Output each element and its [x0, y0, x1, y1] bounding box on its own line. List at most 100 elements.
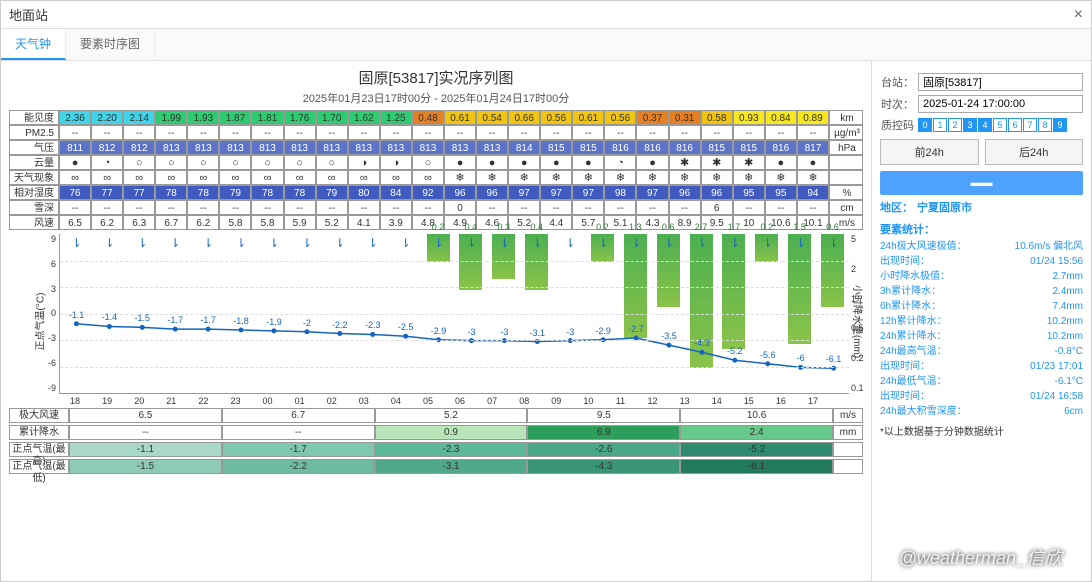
grid-cell: 78 — [155, 185, 187, 200]
grid-cell: ∞ — [187, 170, 219, 185]
grid-cell: ● — [765, 155, 797, 170]
next-24h-button[interactable]: 后24h — [985, 139, 1084, 165]
grid-cell: 815 — [572, 140, 604, 155]
grid-cell: ○ — [187, 155, 219, 170]
row-label: PM2.5 — [9, 125, 59, 140]
row-unit: % — [829, 185, 863, 200]
qc-4[interactable]: 4 — [978, 118, 992, 132]
grid-cell: 1.62 — [348, 110, 380, 125]
grid-cell: 815 — [701, 140, 733, 155]
x-tick: 09 — [540, 396, 572, 406]
grid-cell: -- — [797, 200, 829, 215]
grid-cell: 4.4 — [540, 215, 572, 230]
prev-24h-button[interactable]: 前24h — [880, 139, 979, 165]
stat-key: 24h最高气温： — [880, 344, 947, 359]
x-tick: 16 — [765, 396, 797, 406]
grid-cell: 1.99 — [155, 110, 187, 125]
x-tick: 21 — [155, 396, 187, 406]
stat-val: -0.8°C — [1055, 344, 1083, 359]
x-tick: 22 — [187, 396, 219, 406]
grid-cell: -- — [636, 200, 668, 215]
grid-cell: 97 — [540, 185, 572, 200]
grid-cell: ◑ — [380, 155, 412, 170]
grid-cell: 811 — [59, 140, 91, 155]
summary-cell: -6.1 — [680, 459, 833, 474]
time-input[interactable] — [918, 95, 1083, 113]
qc-7[interactable]: 7 — [1023, 118, 1037, 132]
x-tick: 20 — [123, 396, 155, 406]
x-tick: 00 — [251, 396, 283, 406]
grid-cell: 6.5 — [59, 215, 91, 230]
qc-1[interactable]: 1 — [933, 118, 947, 132]
qc-9[interactable]: 9 — [1053, 118, 1067, 132]
row-unit: cm — [829, 200, 863, 215]
grid-cell: ✱ — [733, 155, 765, 170]
grid-cell: 77 — [91, 185, 123, 200]
stat-key: 3h累计降水： — [880, 284, 941, 299]
grid-cell: 0.56 — [604, 110, 636, 125]
qc-5[interactable]: 5 — [993, 118, 1007, 132]
grid-cell: ● — [476, 155, 508, 170]
grid-cell: -- — [251, 125, 283, 140]
station-input[interactable] — [918, 73, 1083, 91]
qc-8[interactable]: 8 — [1038, 118, 1052, 132]
tab-1[interactable]: 要素时序图 — [66, 29, 155, 60]
grid-cell: -- — [508, 125, 540, 140]
grid-cell: 813 — [476, 140, 508, 155]
grid-cell: 5.8 — [219, 215, 251, 230]
grid-cell: 1.76 — [284, 110, 316, 125]
grid-cell: 813 — [155, 140, 187, 155]
qc-3[interactable]: 3 — [963, 118, 977, 132]
summary-cell: -3.1 — [375, 459, 528, 474]
x-tick: 02 — [316, 396, 348, 406]
grid-cell: 2.14 — [123, 110, 155, 125]
qc-6[interactable]: 6 — [1008, 118, 1022, 132]
grid-cell: 817 — [797, 140, 829, 155]
grid-cell: 1.93 — [187, 110, 219, 125]
play-button[interactable]: ▬▬ — [880, 171, 1083, 195]
window-title: 地面站 — [9, 5, 48, 24]
grid-cell: ❄ — [444, 170, 476, 185]
stat-key: 出现时间： — [880, 254, 930, 269]
stat-val: 01/24 16:58 — [1030, 389, 1083, 404]
summary-cell: -2.6 — [527, 442, 680, 457]
grid-cell: ∞ — [412, 170, 444, 185]
tab-0[interactable]: 天气钟 — [1, 29, 66, 60]
stats-note: *以上数据基于分钟数据统计 — [880, 423, 1083, 438]
stat-key: 12h累计降水： — [880, 314, 947, 329]
grid-cell: 78 — [251, 185, 283, 200]
stat-key: 6h累计降水： — [880, 299, 941, 314]
grid-cell: 0.48 — [412, 110, 444, 125]
grid-cell: 2.20 — [91, 110, 123, 125]
grid-cell: 5.9 — [284, 215, 316, 230]
grid-cell: ∞ — [59, 170, 91, 185]
x-tick: 12 — [636, 396, 668, 406]
stats-heading: 要素统计： — [880, 221, 1083, 237]
row-label: 能见度 — [9, 110, 59, 125]
grid-cell: ○ — [412, 155, 444, 170]
summary-cell: 0.9 — [375, 425, 528, 440]
summary-label: 极大风速 — [9, 408, 69, 423]
grid-cell: 97 — [572, 185, 604, 200]
grid-cell: -- — [412, 200, 444, 215]
grid-cell: 97 — [508, 185, 540, 200]
row-label: 相对湿度 — [9, 185, 59, 200]
summary-cell: 2.4 — [680, 425, 833, 440]
summary-label: 累计降水 — [9, 425, 69, 440]
qc-2[interactable]: 2 — [948, 118, 962, 132]
grid-cell: 813 — [348, 140, 380, 155]
grid-cell: -- — [765, 125, 797, 140]
grid-cell: 4.1 — [348, 215, 380, 230]
grid-cell: 95 — [765, 185, 797, 200]
close-icon[interactable]: × — [1074, 6, 1083, 24]
stat-val: 7.4mm — [1052, 299, 1083, 314]
qc-0[interactable]: 0 — [918, 118, 932, 132]
grid-cell: ∞ — [123, 170, 155, 185]
grid-cell: 1.25 — [380, 110, 412, 125]
grid-cell: ● — [508, 155, 540, 170]
summary-cell: -1.7 — [222, 442, 375, 457]
grid-cell: 816 — [765, 140, 797, 155]
grid-cell: 812 — [91, 140, 123, 155]
summary-cell: 6.7 — [222, 408, 375, 423]
grid-cell: -- — [444, 125, 476, 140]
